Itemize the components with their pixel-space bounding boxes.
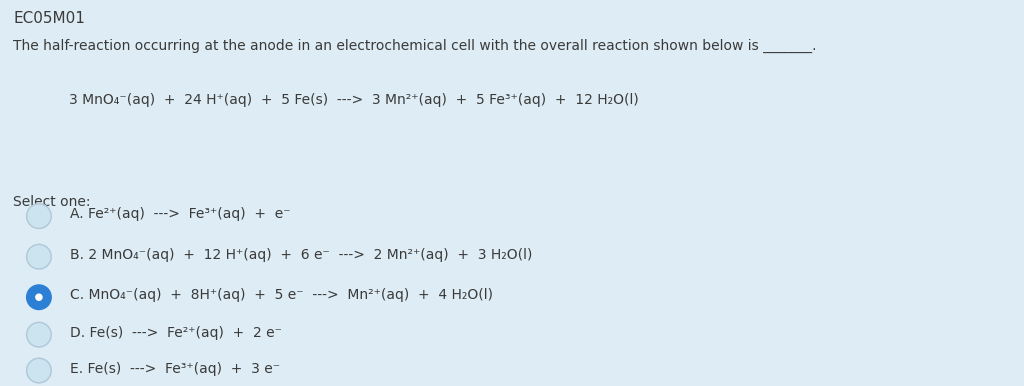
Ellipse shape [36,294,42,300]
Text: E. Fe(s)  --->  Fe³⁺(aq)  +  3 e⁻: E. Fe(s) ---> Fe³⁺(aq) + 3 e⁻ [70,362,280,376]
Ellipse shape [27,204,51,229]
Text: B. 2 MnO₄⁻(aq)  +  12 H⁺(aq)  +  6 e⁻  --->  2 Mn²⁺(aq)  +  3 H₂O(l): B. 2 MnO₄⁻(aq) + 12 H⁺(aq) + 6 e⁻ ---> 2… [70,248,532,262]
Text: Select one:: Select one: [13,195,91,209]
Ellipse shape [27,358,51,383]
Text: The half-reaction occurring at the anode in an electrochemical cell with the ove: The half-reaction occurring at the anode… [13,39,817,53]
Ellipse shape [27,322,51,347]
Text: C. MnO₄⁻(aq)  +  8H⁺(aq)  +  5 e⁻  --->  Mn²⁺(aq)  +  4 H₂O(l): C. MnO₄⁻(aq) + 8H⁺(aq) + 5 e⁻ ---> Mn²⁺(… [70,288,493,302]
Text: A. Fe²⁺(aq)  --->  Fe³⁺(aq)  +  e⁻: A. Fe²⁺(aq) ---> Fe³⁺(aq) + e⁻ [70,207,290,221]
Text: 3 MnO₄⁻(aq)  +  24 H⁺(aq)  +  5 Fe(s)  --->  3 Mn²⁺(aq)  +  5 Fe³⁺(aq)  +  12 H₂: 3 MnO₄⁻(aq) + 24 H⁺(aq) + 5 Fe(s) ---> 3… [69,93,638,107]
Ellipse shape [27,285,51,310]
Text: EC05M01: EC05M01 [13,11,85,26]
Text: D. Fe(s)  --->  Fe²⁺(aq)  +  2 e⁻: D. Fe(s) ---> Fe²⁺(aq) + 2 e⁻ [70,326,282,340]
Ellipse shape [27,244,51,269]
